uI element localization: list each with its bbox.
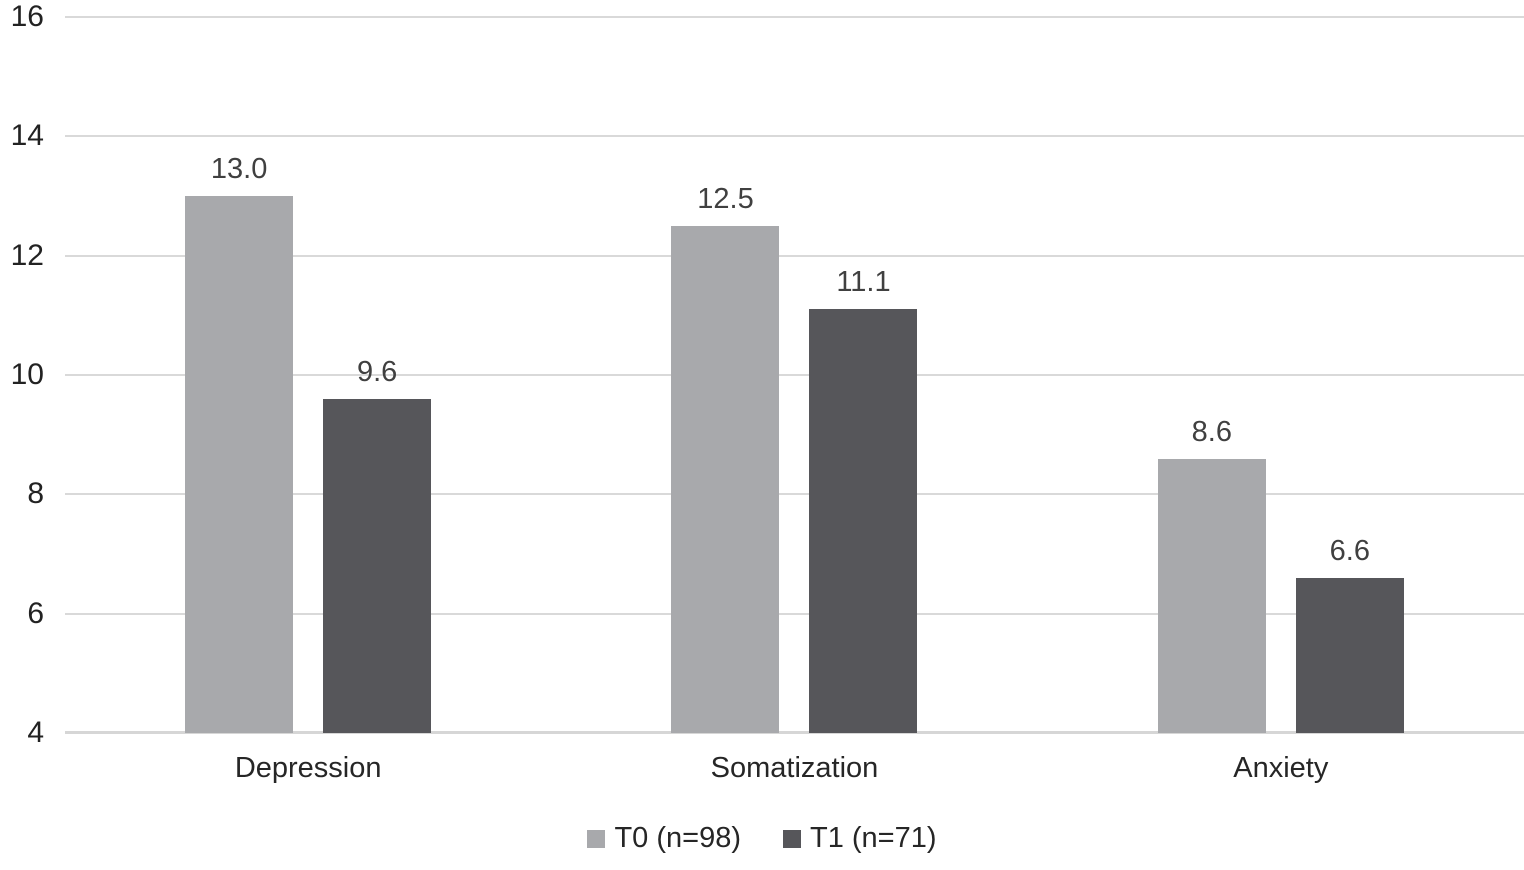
legend-item-t1: T1 (n=71) xyxy=(783,822,937,855)
data-label-anxiety-t0: 8.6 xyxy=(1191,415,1232,448)
group-somatization: 12.5 11.1 xyxy=(551,17,1037,733)
bar-column: 11.1 xyxy=(809,266,918,733)
data-label-somatization-t1: 11.1 xyxy=(836,266,891,299)
category-label-anxiety: Anxiety xyxy=(1233,752,1329,784)
bar-anxiety-t1 xyxy=(1295,577,1404,733)
data-label-anxiety-t1: 6.6 xyxy=(1329,534,1370,567)
bar-column: 9.6 xyxy=(323,355,432,733)
y-tick-label-4: 4 xyxy=(27,716,44,749)
plot-area: 13.0 9.6 12.5 11.1 xyxy=(65,16,1524,734)
y-axis-labels: 4 6 8 10 12 14 16 xyxy=(0,2,48,748)
legend-label-t1: T1 (n=71) xyxy=(810,822,937,854)
y-tick-label-6: 6 xyxy=(27,596,44,630)
y-tick-label-12: 12 xyxy=(10,238,44,272)
y-tick-label-8: 8 xyxy=(27,477,44,511)
gridline-14 xyxy=(65,135,1524,138)
data-label-depression-t0: 13.0 xyxy=(210,153,268,185)
bar-depression-t0 xyxy=(185,196,294,733)
group-depression: 13.0 9.6 xyxy=(65,17,551,733)
category-label-somatization: Somatization xyxy=(710,752,879,784)
gridline-6 xyxy=(65,612,1524,615)
bar-column: 6.6 xyxy=(1295,534,1404,733)
y-tick-label-14: 14 xyxy=(10,119,44,153)
bar-somatization-t0 xyxy=(671,225,780,733)
legend-swatch-t0-icon xyxy=(587,829,606,848)
legend-item-t0: T0 (n=98) xyxy=(587,822,741,855)
gridline-4 xyxy=(65,731,1524,734)
bar-groups: 13.0 9.6 12.5 11.1 xyxy=(65,17,1524,733)
legend: T0 (n=98) T1 (n=71) xyxy=(0,822,1524,855)
group-anxiety: 8.6 6.6 xyxy=(1038,17,1524,733)
category-label-depression: Depression xyxy=(234,752,382,784)
bar-anxiety-t0 xyxy=(1157,458,1266,733)
gridline-16 xyxy=(65,16,1524,18)
category-axis-labels: Depression Somatization Anxiety xyxy=(65,752,1524,785)
bar-depression-t1 xyxy=(323,398,432,733)
bar-column: 12.5 xyxy=(671,182,780,733)
gridline-12 xyxy=(65,254,1524,257)
bar-column: 13.0 xyxy=(185,153,294,733)
bar-somatization-t1 xyxy=(809,309,918,733)
y-tick-label-16: 16 xyxy=(10,0,44,33)
legend-swatch-t1-icon xyxy=(783,829,801,848)
data-label-depression-t1: 9.6 xyxy=(356,355,398,388)
legend-label-t0: T0 (n=98) xyxy=(614,822,741,854)
bar-column: 8.6 xyxy=(1157,415,1266,733)
y-tick-label-10: 10 xyxy=(10,358,44,391)
gridline-10 xyxy=(65,374,1524,376)
gridline-8 xyxy=(65,493,1524,496)
data-label-somatization-t0: 12.5 xyxy=(697,182,754,215)
